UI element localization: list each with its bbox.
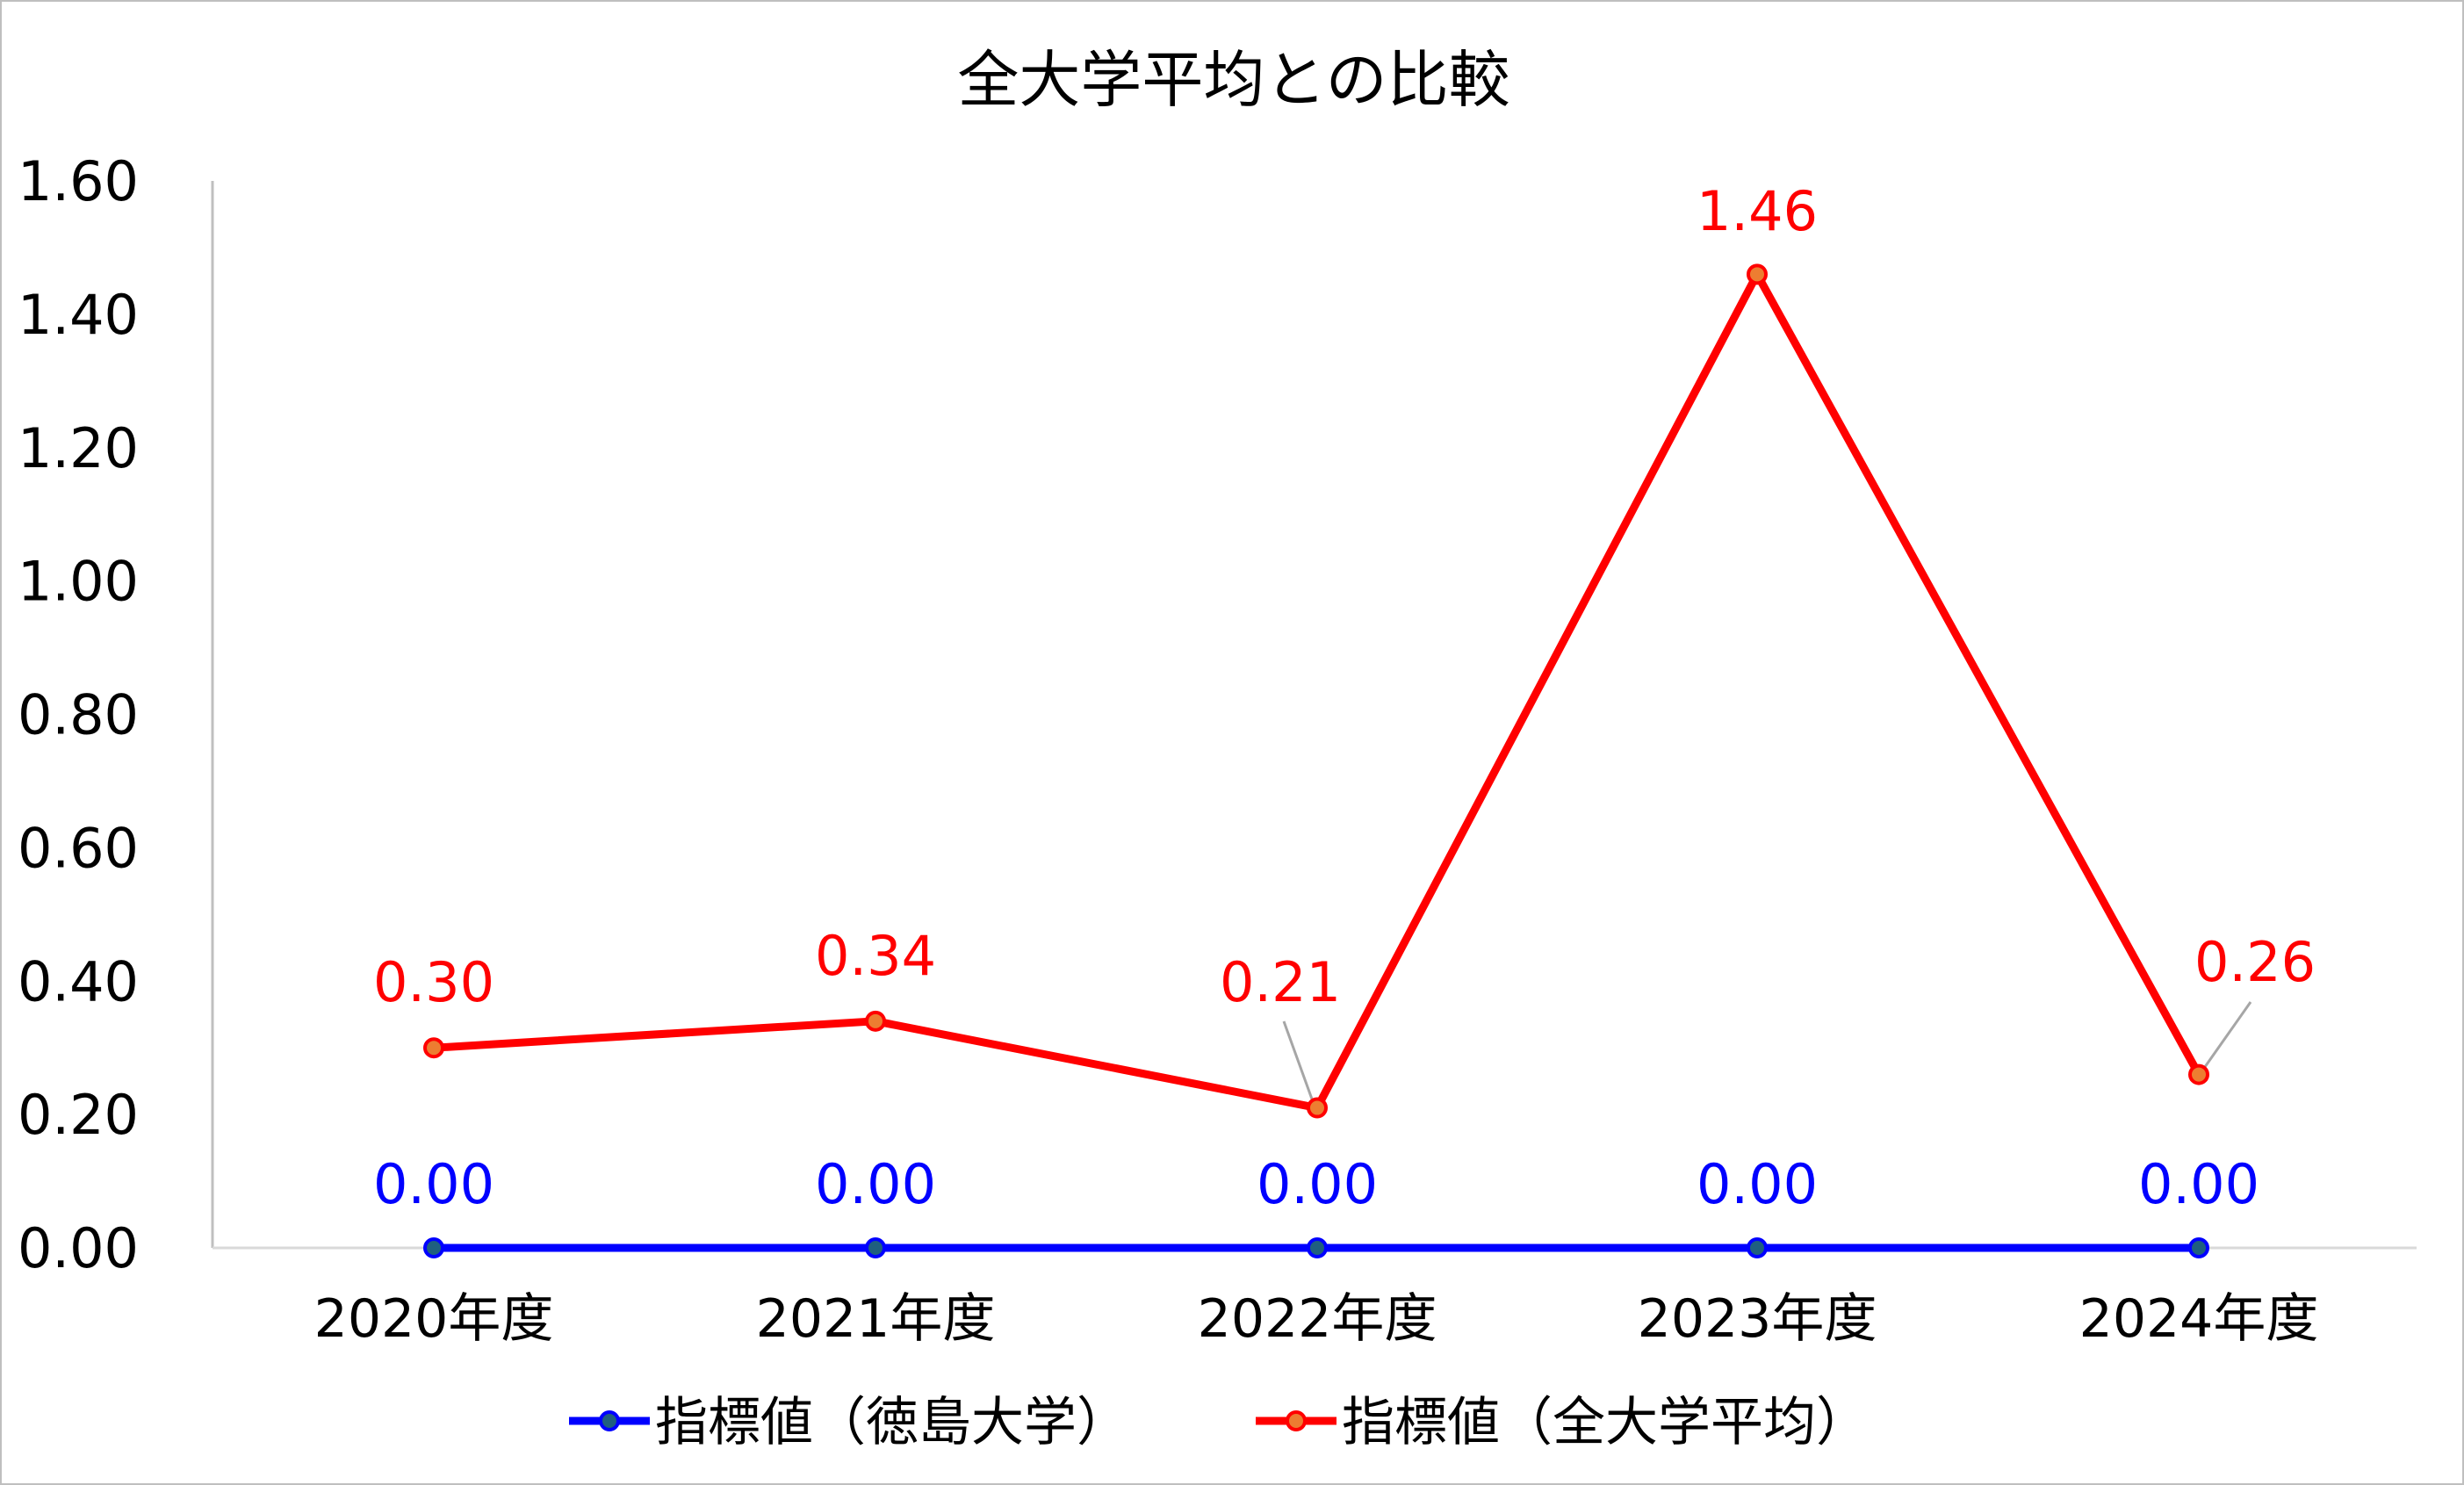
data-point-marker (423, 1237, 444, 1258)
x-tick-label: 2023年度 (1638, 1288, 1877, 1350)
data-label-tokushima: 0.00 (815, 1152, 936, 1216)
y-tick-label: 1.20 (18, 416, 139, 480)
x-tick-label: 2020年度 (314, 1288, 554, 1350)
y-tick-label: 0.20 (18, 1083, 139, 1147)
data-point-marker (1747, 263, 1768, 285)
data-point-marker (423, 1037, 444, 1059)
x-tick-label: 2022年度 (1198, 1288, 1437, 1350)
label-leader-lines (1282, 1001, 2252, 1105)
legend: 指標値（徳島大学） 指標値（全大学平均） (569, 1392, 1869, 1453)
y-tick-label: 1.40 (18, 283, 139, 347)
y-tick-label: 0.00 (18, 1216, 139, 1280)
data-point-marker (2188, 1063, 2209, 1085)
data-label-all-average: 0.34 (815, 924, 936, 988)
data-point-marker (865, 1010, 886, 1032)
legend-item-tokushima[interactable]: 指標値（徳島大学） (569, 1392, 1129, 1453)
data-point-marker (2188, 1237, 2209, 1258)
y-tick-label: 1.00 (18, 550, 139, 614)
x-tick-label: 2021年度 (756, 1288, 996, 1350)
data-point-marker (865, 1237, 886, 1258)
y-tick-label: 0.60 (18, 816, 139, 880)
data-label-tokushima: 0.00 (373, 1152, 494, 1216)
data-point-marker (1747, 1237, 1768, 1258)
legend-item-all-average[interactable]: 指標値（全大学平均） (1256, 1392, 1869, 1453)
data-label-tokushima: 0.00 (2138, 1152, 2259, 1216)
data-point-marker (1307, 1097, 1328, 1119)
legend-marker-icon (1286, 1410, 1307, 1431)
series-group (423, 263, 2209, 1258)
legend-label: 指標値（徳島大学） (655, 1392, 1129, 1453)
x-tick-label: 2024年度 (2079, 1288, 2319, 1350)
data-label-all-average: 0.30 (373, 950, 494, 1014)
data-point-marker (1307, 1237, 1328, 1258)
legend-label: 指標値（全大学平均） (1342, 1392, 1869, 1453)
data-label-tokushima: 0.00 (1257, 1152, 1378, 1216)
leader-line (1282, 1020, 1315, 1105)
chart-title: 全大学平均との比較 (957, 44, 1509, 116)
data-label-all-average: 0.21 (1220, 950, 1341, 1014)
leader-line (2199, 1001, 2252, 1074)
y-axis: 0.00 0.20 0.40 0.60 0.80 1.00 1.20 1.40 1.60 (18, 149, 139, 1280)
y-tick-label: 1.60 (18, 149, 139, 213)
y-tick-label: 0.40 (18, 949, 139, 1013)
data-label-all-average: 1.46 (1697, 179, 1818, 243)
data-labels: 0.00 0.00 0.00 0.00 0.00 0.30 0.34 0.21 1.46 0.26 (373, 179, 2316, 1216)
legend-marker-icon (599, 1410, 620, 1431)
data-label-all-average: 0.26 (2194, 930, 2316, 994)
y-tick-label: 0.80 (18, 683, 139, 747)
data-label-tokushima: 0.00 (1697, 1152, 1818, 1216)
x-axis: 2020年度 2021年度 2022年度 2023年度 2024年度 (314, 1288, 2319, 1350)
